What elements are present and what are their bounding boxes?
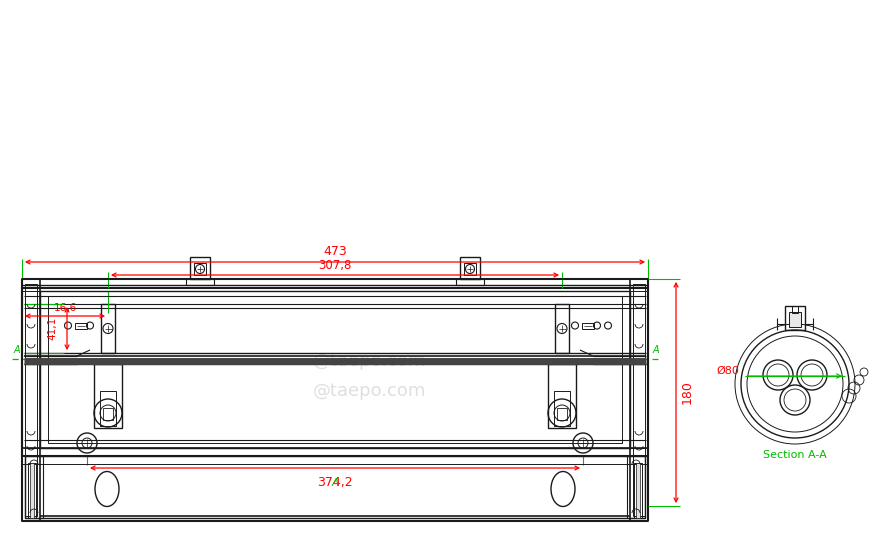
Bar [186,279,214,285]
Text: A: A [331,478,339,488]
Bar [48,296,622,443]
Bar [40,291,630,448]
Bar [789,312,801,327]
Bar [627,456,645,518]
Text: @taepo.com: @taepo.com [314,382,427,400]
Bar [25,284,37,516]
Text: @taepo.com: @taepo.com [314,352,427,370]
Bar [75,323,87,329]
Bar [554,391,570,426]
Text: A: A [653,345,659,355]
Text: 374,2: 374,2 [317,476,353,489]
Bar [22,288,648,456]
Text: 473: 473 [323,245,347,258]
Bar [190,257,210,279]
Bar [633,284,645,516]
Bar [101,304,115,353]
Bar [103,408,113,420]
Bar [25,456,43,518]
Bar [785,306,805,330]
Bar [30,463,34,518]
Bar [636,463,640,518]
Text: Ø80: Ø80 [716,366,739,376]
Text: 41,1: 41,1 [47,317,57,340]
Text: 307,8: 307,8 [318,259,352,272]
Bar [630,279,648,521]
Bar [634,463,642,518]
Bar [582,323,594,329]
Bar [456,279,484,285]
Bar [792,306,798,313]
Text: 16,6: 16,6 [53,303,77,313]
Bar [28,463,36,518]
Text: 180: 180 [681,381,694,405]
Bar [460,257,480,279]
Bar [22,279,40,521]
Text: A: A [13,345,20,355]
Bar [100,391,116,426]
Bar [25,456,645,518]
Bar [557,408,567,420]
Bar [548,364,576,428]
Bar [94,364,122,428]
Bar [555,304,569,353]
Bar [464,263,476,275]
Bar [194,263,206,275]
Text: Section A-A: Section A-A [763,450,827,460]
